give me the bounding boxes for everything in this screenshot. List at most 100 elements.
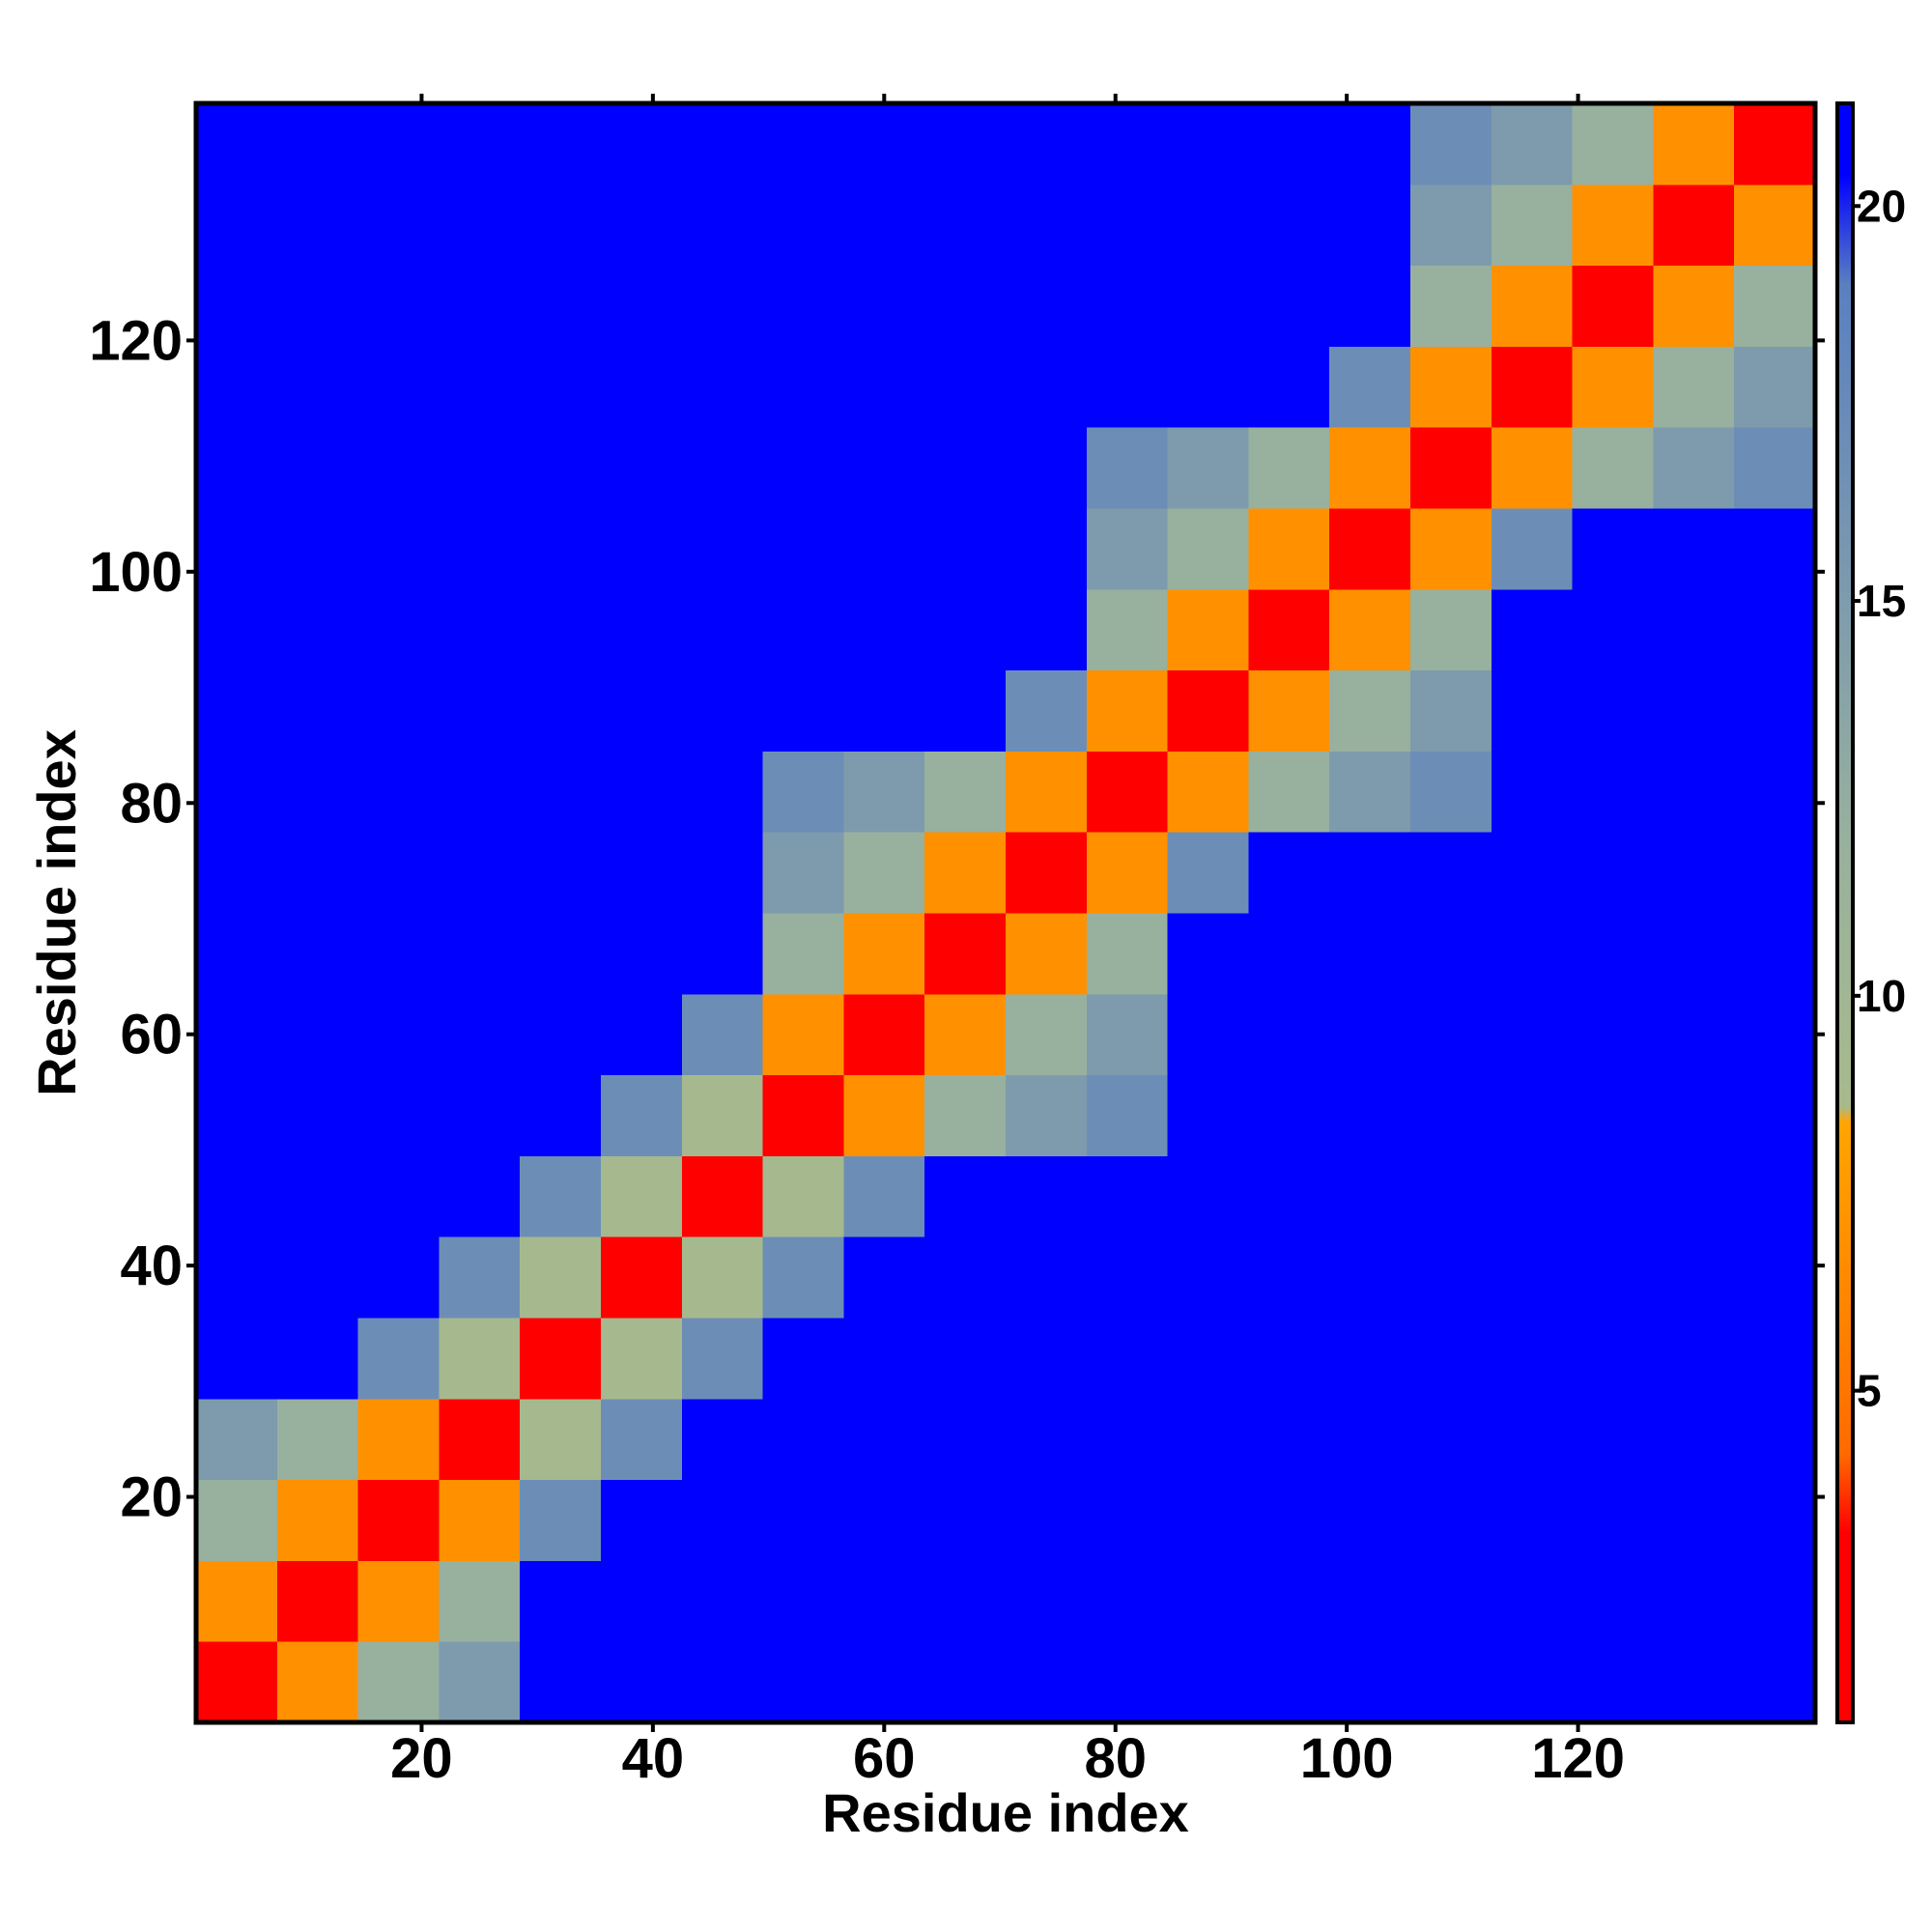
cell [1167,993,1249,1076]
cell [439,993,521,1076]
cell [924,832,1007,914]
cell [1006,832,1088,914]
cell [843,184,925,267]
cell [681,103,764,185]
cell [762,1479,844,1561]
cell [1653,913,1735,995]
cell [357,1398,440,1481]
cell [1653,993,1735,1076]
cell [439,427,521,509]
cell [843,103,925,185]
cell [276,751,359,833]
cell [1329,913,1411,995]
cell [357,1641,440,1723]
cell [520,1398,602,1481]
cell [1572,751,1654,833]
cell [681,427,764,509]
cell [1734,588,1816,671]
cell [439,669,521,752]
cell [762,1318,844,1400]
cell [439,1641,521,1723]
cell [681,508,764,590]
cell [1653,346,1735,428]
cell [681,1236,764,1319]
cell [1653,1560,1735,1642]
cell [681,1479,764,1561]
cell [1086,1074,1169,1156]
cell [1248,184,1330,267]
cell [1248,751,1330,833]
cell [1734,832,1816,914]
cell [924,1560,1007,1642]
cell [843,669,925,752]
cell [1734,1318,1816,1400]
cell [843,1318,925,1400]
cell [357,913,440,995]
cell [681,1074,764,1156]
cell [439,588,521,671]
cell [843,1074,925,1156]
cell [520,832,602,914]
cell [1329,265,1411,347]
cell [520,669,602,752]
cell [1248,103,1330,185]
cell [1006,1398,1088,1481]
cell [1410,1398,1492,1481]
cell [439,1479,521,1561]
cell [1329,103,1411,185]
cell [1086,1155,1169,1237]
colorbar-tick-label: 5 [1857,1366,1882,1416]
cell [1006,1236,1088,1319]
cell [196,1398,278,1481]
cell [1572,588,1654,671]
cell [1329,346,1411,428]
cell [439,1560,521,1642]
cell [276,1560,359,1642]
cell [1653,1155,1735,1237]
cell [357,1074,440,1156]
cell [1491,1318,1574,1400]
cell [439,832,521,914]
cell [196,993,278,1076]
cell [196,1641,278,1723]
cell [1734,1074,1816,1156]
cell [1006,1641,1088,1723]
cell [1167,1560,1249,1642]
cell [681,1641,764,1723]
cell [1491,993,1574,1076]
cell [843,913,925,995]
cell [1734,103,1816,185]
cell [1167,832,1249,914]
cell [681,184,764,267]
cell [1410,588,1492,671]
cell [1086,1560,1169,1642]
cell [196,913,278,995]
cell [196,427,278,509]
cell [601,588,683,671]
cell [601,913,683,995]
cell [1410,265,1492,347]
cell [357,103,440,185]
cell [601,1479,683,1561]
cell [196,265,278,347]
cell [924,346,1007,428]
cell [924,1155,1007,1237]
cell [681,913,764,995]
cell [1572,103,1654,185]
cell [357,832,440,914]
cell [601,1155,683,1237]
cell [357,588,440,671]
cell [196,1560,278,1642]
cell [601,993,683,1076]
cell [520,1560,602,1642]
cell [681,1560,764,1642]
cell [1410,1641,1492,1723]
y-axis-label: Residue index [26,729,87,1096]
cell [601,103,683,185]
cell [1248,913,1330,995]
cell [1167,1479,1249,1561]
cell [1006,1318,1088,1400]
cell [1006,1479,1088,1561]
heatmap [196,103,1816,1723]
cell [1329,669,1411,752]
